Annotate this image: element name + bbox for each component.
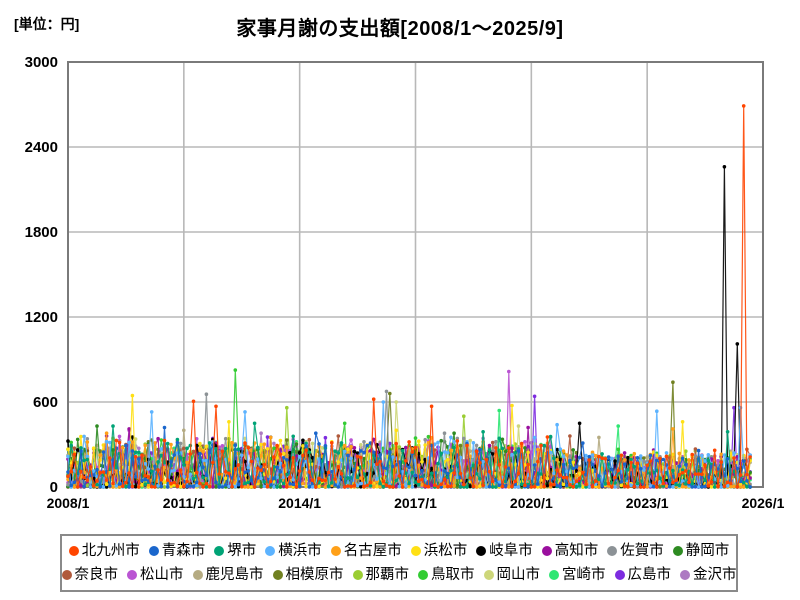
legend-item: 岐阜市 <box>476 539 533 563</box>
legend-label: 横浜市 <box>278 543 322 559</box>
legend-label: 相模原市 <box>285 567 344 583</box>
legend-swatch-icon <box>680 570 690 580</box>
legend-item: 浜松市 <box>410 539 468 563</box>
legend-label: 名古屋市 <box>343 543 402 559</box>
unit-label: [単位：円] <box>14 16 80 32</box>
legend-swatch-icon <box>418 570 428 580</box>
y-axis-tick-label: 600 <box>33 394 58 411</box>
legend-label: 青森市 <box>161 543 206 559</box>
legend-swatch-icon <box>61 570 72 580</box>
legend-label: 岡山市 <box>496 567 541 583</box>
chart-canvas: 0 600 1200 1800 2400 3000 2008/1 2011/1 2014/1 20… <box>25 54 785 511</box>
x-axis-tick-label: 2017/1 <box>394 495 437 511</box>
x-axis-tick-label: 2026/1 <box>742 495 785 511</box>
y-axis-tick-label: 1800 <box>25 224 58 241</box>
legend-swatch-icon <box>549 570 559 580</box>
legend-item: 宮崎市 <box>549 563 606 587</box>
legend-swatch-icon <box>483 570 494 580</box>
legend-label: 松山市 <box>140 567 184 583</box>
legend-swatch-icon <box>410 546 421 556</box>
legend-item: 奈良市 <box>61 563 119 587</box>
legend-label: 奈良市 <box>74 567 119 583</box>
x-axis-tick-label: 2023/1 <box>626 495 669 511</box>
legend-label: 那覇市 <box>365 567 410 583</box>
legend-swatch-icon <box>614 570 625 580</box>
legend-swatch-icon <box>214 546 225 556</box>
legend-swatch-icon <box>672 546 683 556</box>
legend-label: 鳥取市 <box>431 567 475 583</box>
legend-item: 静岡市 <box>672 539 730 563</box>
legend-swatch-icon <box>192 570 203 580</box>
legend-item: 相模原市 <box>272 563 344 587</box>
legend-item: 那覇市 <box>352 563 410 587</box>
legend-label: 宮崎市 <box>562 567 606 583</box>
legend-swatch-icon <box>541 546 552 556</box>
x-axis-tick-label: 2011/1 <box>163 495 205 511</box>
legend-label: 北九州市 <box>81 543 140 559</box>
legend-swatch-icon <box>607 546 618 556</box>
legend-swatch-icon <box>68 546 79 556</box>
legend-item: 高知市 <box>541 539 599 563</box>
legend-swatch-icon <box>476 546 487 556</box>
chart-title: 家事月謝の支出額[2008/1～2025/9] <box>236 18 564 40</box>
legend-label: 浜松市 <box>423 543 468 559</box>
legend-swatch-icon <box>127 570 137 580</box>
legend-swatch-icon <box>330 546 341 556</box>
legend-item: 青森市 <box>148 539 206 563</box>
y-axis-tick-label: 1200 <box>25 309 58 326</box>
y-axis-tick-label: 2400 <box>25 139 58 156</box>
legend-item: 松山市 <box>127 563 184 587</box>
legend-item: 堺市 <box>214 539 256 563</box>
legend-label: 佐賀市 <box>620 543 664 559</box>
legend-swatch-icon <box>272 570 283 580</box>
y-axis-tick-label: 0 <box>50 479 58 496</box>
legend-label: 広島市 <box>627 567 672 583</box>
legend-item: 広島市 <box>614 563 672 587</box>
legend-row: 奈良市 松山市 鹿児島市 相模原市 那覇市 鳥取市 岡山市 宮崎市 広島市 金沢市 <box>61 563 737 587</box>
legend-swatch-icon <box>148 546 159 556</box>
x-axis-tick-label: 2020/1 <box>510 495 553 511</box>
legend-item: 鳥取市 <box>418 563 475 587</box>
legend-item: 北九州市 <box>68 539 140 563</box>
x-axis-tick-label: 2014/1 <box>278 495 321 511</box>
legend-item: 名古屋市 <box>330 539 402 563</box>
legend-item: 鹿児島市 <box>192 563 264 587</box>
legend-label: 静岡市 <box>685 543 730 559</box>
chart-legend: 北九州市 青森市 堺市 横浜市 名古屋市 浜松市 岐阜市 高知市 佐賀市 静岡市奈良市 松山市 鹿児島… <box>60 534 738 592</box>
y-axis-tick-label: 3000 <box>25 54 58 71</box>
legend-swatch-icon <box>265 546 276 556</box>
legend-label: 岐阜市 <box>489 543 533 559</box>
legend-swatch-icon <box>352 570 363 580</box>
legend-label: 堺市 <box>227 543 257 559</box>
legend-label: 高知市 <box>554 543 599 559</box>
legend-label: 鹿児島市 <box>205 567 264 583</box>
series-markers <box>66 104 752 489</box>
legend-item: 金沢市 <box>680 563 737 587</box>
legend-row: 北九州市 青森市 堺市 横浜市 名古屋市 浜松市 岐阜市 高知市 佐賀市 静岡市 <box>68 539 730 563</box>
legend-item: 横浜市 <box>265 539 322 563</box>
x-axis-tick-label: 2008/1 <box>47 495 90 511</box>
legend-item: 岡山市 <box>483 563 541 587</box>
legend-item: 佐賀市 <box>607 539 664 563</box>
legend-label: 金沢市 <box>693 567 737 583</box>
